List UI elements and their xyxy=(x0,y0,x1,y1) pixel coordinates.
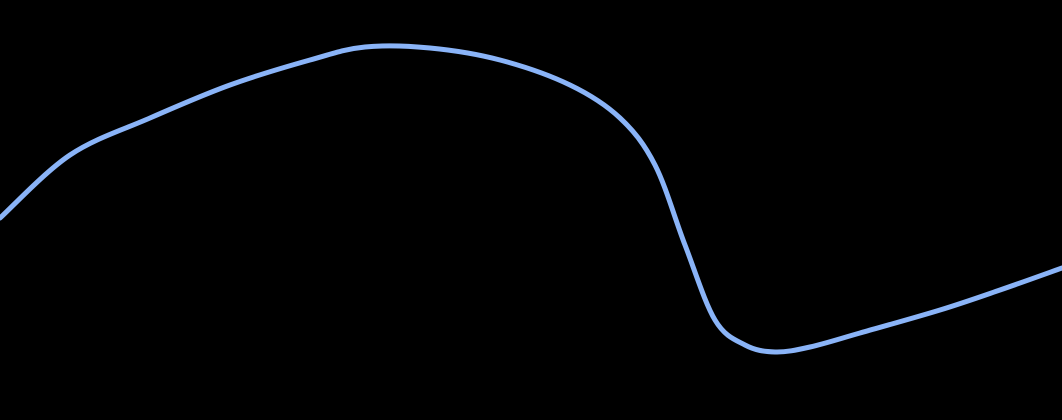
line-series-path xyxy=(0,43,1062,355)
